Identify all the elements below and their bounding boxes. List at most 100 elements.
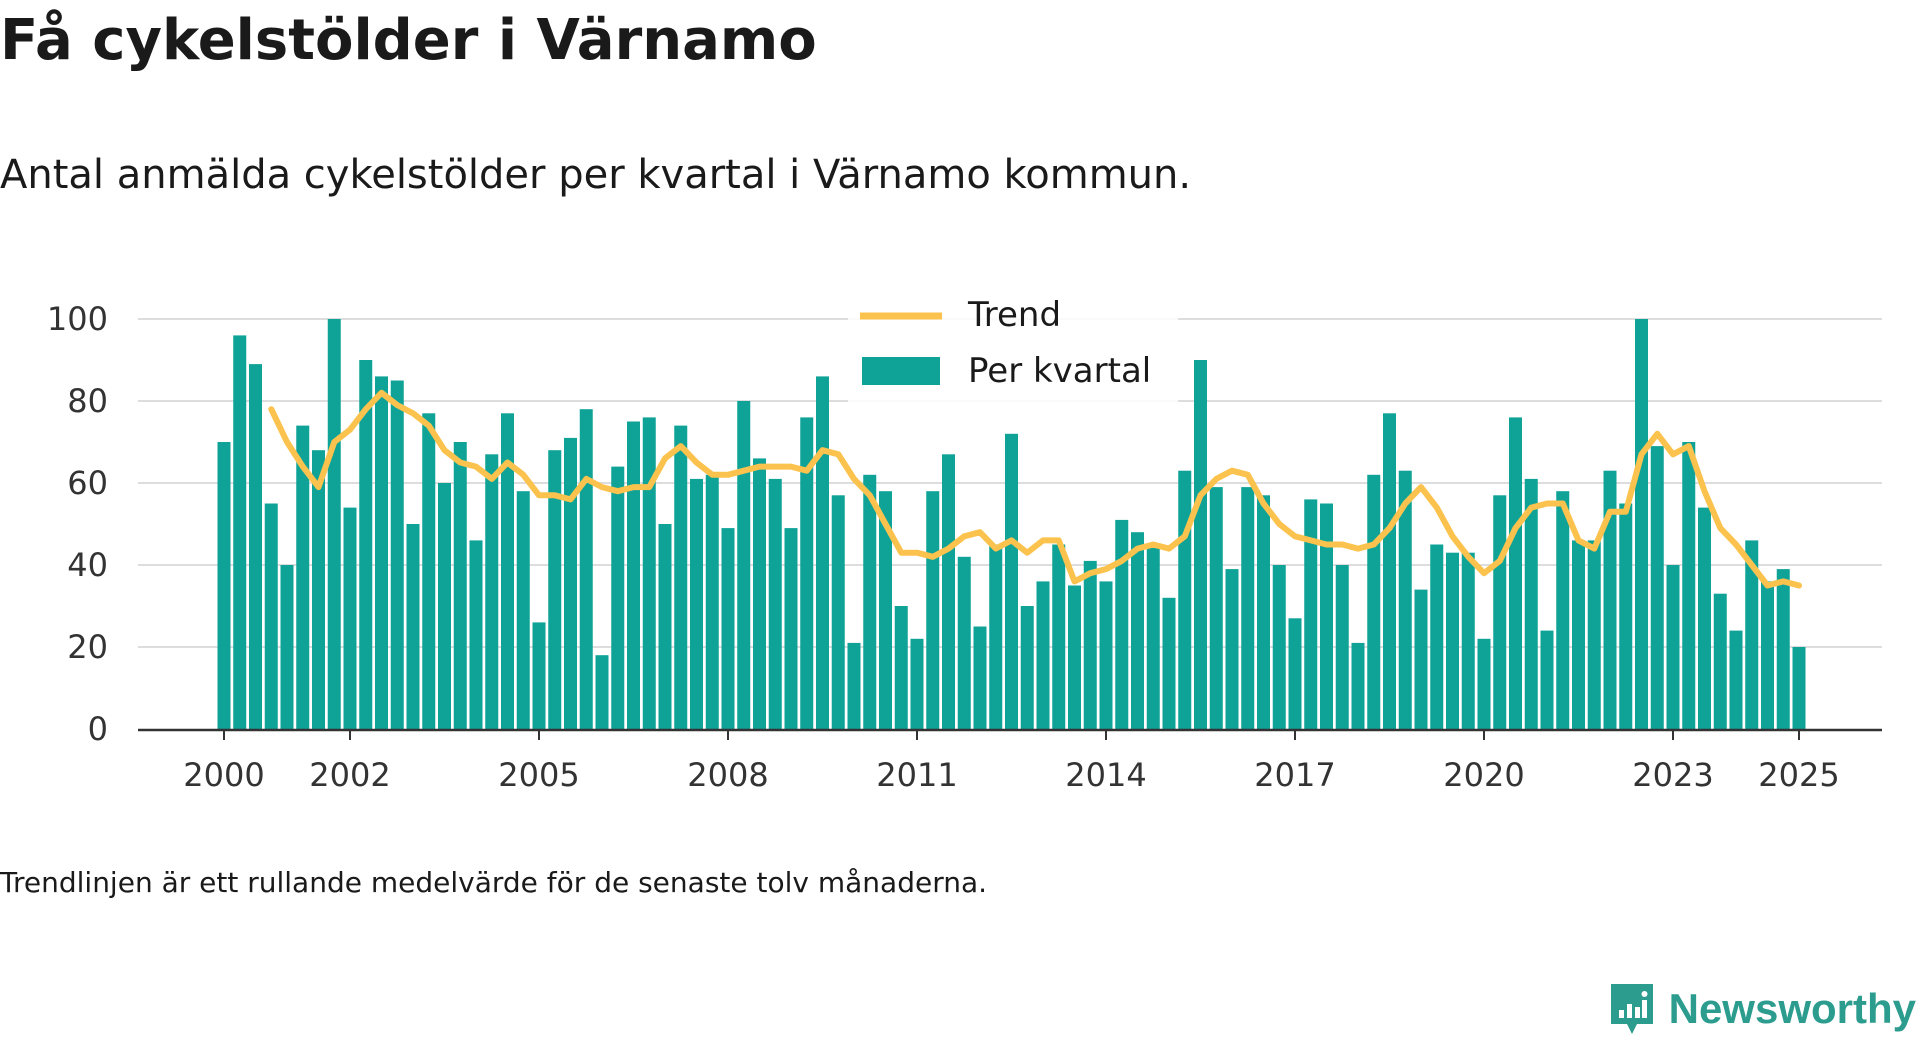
bar[interactable] [1524,478,1538,729]
bar[interactable] [910,638,924,729]
bar[interactable] [1603,470,1617,729]
bar[interactable] [1241,487,1255,729]
bar[interactable] [1509,417,1522,729]
bar[interactable] [1383,413,1396,729]
bar[interactable] [469,540,483,729]
bar[interactable] [627,421,640,730]
bar[interactable] [611,466,625,729]
bar[interactable] [264,503,278,730]
bar[interactable] [894,606,908,729]
bar[interactable] [548,450,562,729]
bar[interactable] [957,556,971,729]
bar[interactable] [1131,532,1144,729]
bar[interactable] [1068,585,1081,730]
bar[interactable] [863,474,877,729]
bar[interactable] [1477,638,1491,729]
bar[interactable] [1020,606,1034,729]
bar[interactable] [1619,503,1633,730]
bar[interactable] [642,417,656,729]
bar[interactable] [1115,519,1129,729]
bar[interactable] [1194,360,1207,729]
bar[interactable] [438,483,451,729]
bar[interactable] [233,335,247,729]
bar[interactable] [1367,474,1381,729]
bar[interactable] [658,524,672,729]
bar[interactable] [595,655,609,729]
bar[interactable] [816,376,829,729]
bar[interactable] [989,544,1003,730]
bar[interactable] [327,319,341,729]
bar[interactable] [532,622,546,729]
bar[interactable] [485,454,499,729]
bar[interactable] [1430,544,1444,730]
bar[interactable] [249,364,262,729]
bar[interactable] [1052,544,1066,730]
bar[interactable] [705,474,719,729]
bar[interactable] [1698,507,1711,729]
bar[interactable] [1414,589,1428,729]
bar[interactable] [1320,503,1333,730]
bar[interactable] [768,478,782,729]
bar[interactable] [1304,499,1318,729]
bar[interactable] [217,442,231,729]
bar[interactable] [359,360,373,729]
bar[interactable] [1178,470,1192,729]
bar[interactable] [1335,565,1349,729]
bar[interactable] [390,380,404,730]
bar[interactable] [1288,618,1302,729]
bar[interactable] [879,491,892,729]
bar[interactable] [1792,647,1806,729]
bar[interactable] [942,454,955,729]
bar[interactable] [1461,552,1475,729]
bar[interactable] [422,413,436,729]
bar[interactable] [1493,495,1507,729]
bar[interactable] [516,491,530,729]
bar[interactable] [690,478,703,729]
bar[interactable] [1635,319,1648,729]
bar[interactable] [1398,470,1412,729]
bar[interactable] [1257,495,1270,729]
bar[interactable] [579,409,593,729]
bar[interactable] [973,626,987,730]
bar[interactable] [753,458,766,729]
bar[interactable] [280,565,294,729]
bar[interactable] [721,528,735,729]
bar[interactable] [343,507,357,729]
bar[interactable] [1540,630,1554,729]
bar[interactable] [1761,581,1774,729]
bar[interactable] [1556,491,1570,729]
bar[interactable] [1099,581,1113,729]
bar[interactable] [1650,446,1664,729]
bar[interactable] [1776,569,1790,729]
bar[interactable] [1272,565,1286,729]
brand-logo[interactable]: Newsworthy [1607,980,1916,1038]
bar[interactable] [784,528,798,729]
bar[interactable] [1446,552,1459,729]
bar[interactable] [1209,487,1223,729]
bar[interactable] [1572,540,1585,729]
bar[interactable] [312,450,325,729]
bar[interactable] [847,642,861,729]
bar[interactable] [375,376,388,729]
bar[interactable] [674,425,688,729]
bar[interactable] [1083,560,1097,729]
bar[interactable] [1666,565,1680,729]
bar[interactable] [564,437,577,729]
bar[interactable] [1682,442,1696,729]
bar[interactable] [831,495,845,729]
bar[interactable] [1162,597,1176,729]
bar[interactable] [1587,540,1601,729]
bar[interactable] [1225,569,1239,729]
bar[interactable] [1036,581,1050,729]
bar[interactable] [1146,544,1160,730]
bar[interactable] [453,442,467,729]
bar[interactable] [926,491,940,729]
bar[interactable] [737,401,751,729]
bar[interactable] [1745,540,1759,729]
bar[interactable] [296,425,310,729]
bar[interactable] [1713,593,1727,729]
bar[interactable] [501,413,514,729]
bar[interactable] [1005,433,1018,729]
bar[interactable] [1351,642,1365,729]
bar[interactable] [1729,630,1743,729]
